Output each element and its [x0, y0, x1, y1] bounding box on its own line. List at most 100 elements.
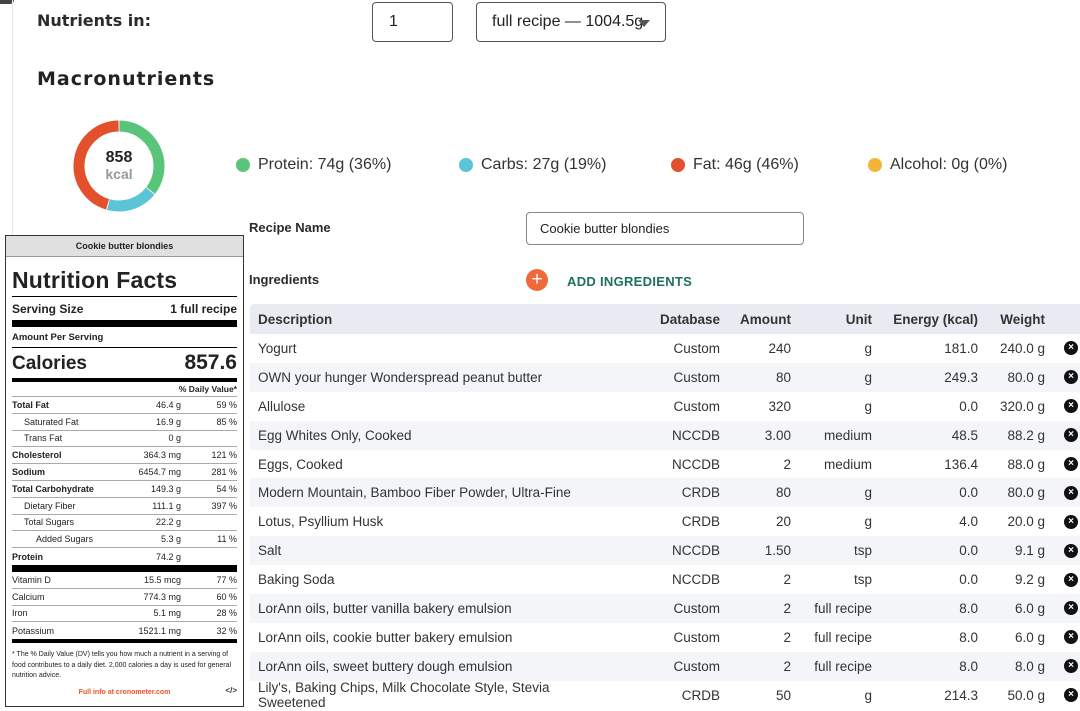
remove-ingredient-icon[interactable]: × [1064, 630, 1078, 645]
nutrition-facts-title: Nutrition Facts [12, 267, 178, 293]
serving-unit-value: full recipe — 1004.5g [492, 13, 644, 30]
ingredient-unit: g [864, 485, 872, 501]
delete-cell: × [1045, 457, 1080, 471]
ingredient-description: Eggs, Cooked [258, 456, 343, 472]
vitamin-amount: 5.1 mg [153, 608, 181, 619]
ingredient-energy: 136.4 [944, 456, 978, 472]
ingredient-energy: 0.0 [959, 398, 978, 414]
table-row[interactable]: OWN your hunger Wonderspread peanut butt… [250, 362, 1080, 392]
add-ingredients-button[interactable]: ADD INGREDIENTS [567, 274, 693, 289]
nutrition-facts-label: Cookie butter blondies Nutrition Facts S… [5, 235, 244, 707]
nutrient-amount: 16.9 g [155, 416, 181, 427]
column-amount[interactable]: Amount [740, 311, 791, 327]
ingredient-database: Custom [673, 600, 720, 616]
ingredient-energy: 8.0 [959, 658, 978, 674]
ingredient-weight: 80.0 g [1007, 369, 1045, 385]
table-row[interactable]: Salt NCCDB 1.50 tsp 0.0 9.1 g × [250, 536, 1080, 566]
ingredient-database: NCCDB [671, 427, 720, 443]
embed-code-icon[interactable]: </> [225, 685, 237, 695]
donut-segment-0 [119, 120, 165, 194]
ingredient-amount: 20 [775, 514, 791, 530]
table-header: Description Database Amount Unit Energy … [250, 304, 1080, 334]
ingredient-weight: 240.0 g [999, 340, 1045, 356]
nutrient-amount: 5.3 g [160, 534, 181, 545]
column-weight[interactable]: Weight [1000, 311, 1045, 327]
remove-ingredient-icon[interactable]: × [1064, 428, 1078, 443]
nutrient-name: Saturated Fat [24, 416, 79, 427]
ingredient-weight: 50.0 g [1007, 687, 1045, 703]
table-row[interactable]: Modern Mountain, Bamboo Fiber Powder, Ul… [250, 478, 1080, 508]
nutrient-dv: 59 % [216, 399, 237, 410]
quantity-input[interactable]: 1 [372, 2, 453, 42]
remove-ingredient-icon[interactable]: × [1064, 543, 1078, 558]
ingredient-amount: 320 [768, 398, 791, 414]
ingredient-unit: full recipe [814, 600, 872, 616]
delete-cell: × [1045, 485, 1080, 500]
ingredient-amount: 80 [775, 369, 791, 385]
recipe-name-label: Recipe Name [249, 220, 331, 235]
ingredient-amount: 3.00 [764, 427, 791, 443]
kcal-unit: kcal [105, 166, 133, 182]
ingredient-energy: 8.0 [959, 600, 978, 616]
remove-ingredient-icon[interactable]: × [1064, 601, 1078, 616]
ingredient-energy: 8.0 [959, 629, 978, 645]
ingredient-description: LorAnn oils, sweet buttery dough emulsio… [258, 658, 513, 674]
remove-ingredient-icon[interactable]: × [1064, 341, 1078, 356]
column-energy[interactable]: Energy (kcal) [893, 311, 978, 327]
vitamin-row: Iron 5.1 mg 28 % [12, 606, 237, 623]
remove-ingredient-icon[interactable]: × [1064, 688, 1078, 703]
delete-cell: × [1045, 399, 1080, 414]
remove-ingredient-icon[interactable]: × [1064, 485, 1078, 500]
nutrient-row: Total Fat 46.4 g 59 % [12, 397, 237, 414]
amount-per-serving: Amount Per Serving [12, 332, 104, 343]
nutrient-row: Cholesterol 364.3 mg 121 % [12, 447, 237, 465]
nutrient-amount: 74.2 g [155, 551, 181, 562]
ingredient-amount: 240 [768, 340, 791, 356]
column-unit[interactable]: Unit [845, 311, 872, 327]
ingredient-unit: medium [823, 456, 872, 472]
add-ingredient-plus-icon[interactable]: + [526, 269, 548, 291]
remove-ingredient-icon[interactable]: × [1064, 659, 1078, 674]
ingredient-amount: 2 [783, 572, 791, 588]
thick-divider [12, 320, 237, 327]
donut-segment-2 [73, 120, 119, 210]
remove-ingredient-icon[interactable]: × [1064, 514, 1078, 529]
column-database[interactable]: Database [659, 311, 720, 327]
table-row[interactable]: Baking Soda NCCDB 2 tsp 0.0 9.2 g × [250, 565, 1080, 594]
column-description[interactable]: Description [258, 311, 333, 327]
remove-ingredient-icon[interactable]: × [1064, 457, 1078, 471]
table-row[interactable]: Lily's, Baking Chips, Milk Chocolate Sty… [250, 680, 1080, 711]
ingredient-amount: 50 [775, 687, 791, 703]
table-row[interactable]: LorAnn oils, butter vanilla bakery emuls… [250, 594, 1080, 623]
nutrient-row: Sodium 6454.7 mg 281 % [12, 464, 237, 481]
table-row[interactable]: Allulose Custom 320 g 0.0 320.0 g × [250, 392, 1080, 421]
nutrient-name: Sodium [12, 467, 45, 478]
recipe-name-input[interactable]: Cookie butter blondies [526, 212, 804, 245]
cronometer-link[interactable]: Full info at cronometer.com [78, 688, 171, 696]
table-row[interactable]: Yogurt Custom 240 g 181.0 240.0 g × [250, 334, 1080, 363]
remove-ingredient-icon[interactable]: × [1064, 572, 1078, 587]
ingredient-weight: 20.0 g [1007, 514, 1045, 530]
nutrient-amount: 149.3 g [150, 483, 181, 494]
delete-cell: × [1045, 543, 1080, 558]
serving-unit-select[interactable]: full recipe — 1004.5g [476, 2, 666, 42]
ingredient-description: Allulose [258, 398, 306, 414]
nutrient-amount: 0 g [168, 433, 181, 444]
table-row[interactable]: LorAnn oils, cookie butter bakery emulsi… [250, 623, 1080, 652]
remove-ingredient-icon[interactable]: × [1064, 399, 1078, 414]
table-row[interactable]: Lotus, Psyllium Husk CRDB 20 g 4.0 20.0 g × [250, 507, 1080, 536]
ingredient-amount: 2 [783, 600, 791, 616]
ingredient-database: CRDB [681, 687, 720, 703]
ingredient-database: Custom [673, 369, 720, 385]
ingredient-description: Lily's, Baking Chips, Milk Chocolate Sty… [258, 680, 550, 711]
nutrient-row: Total Sugars 22.2 g [12, 515, 237, 532]
ingredient-database: CRDB [681, 514, 720, 530]
table-row[interactable]: Egg Whites Only, Cooked NCCDB 3.00 medium 48… [250, 420, 1080, 450]
delete-cell: × [1045, 659, 1080, 674]
nutrient-name: Dietary Fiber [24, 500, 76, 511]
ingredient-unit: g [864, 398, 872, 414]
table-row[interactable]: LorAnn oils, sweet buttery dough emulsio… [250, 651, 1080, 681]
ingredient-unit: full recipe [814, 629, 872, 645]
remove-ingredient-icon[interactable]: × [1064, 370, 1078, 385]
table-row[interactable]: Eggs, Cooked NCCDB 2 medium 136.4 88.0 g × [250, 450, 1080, 479]
